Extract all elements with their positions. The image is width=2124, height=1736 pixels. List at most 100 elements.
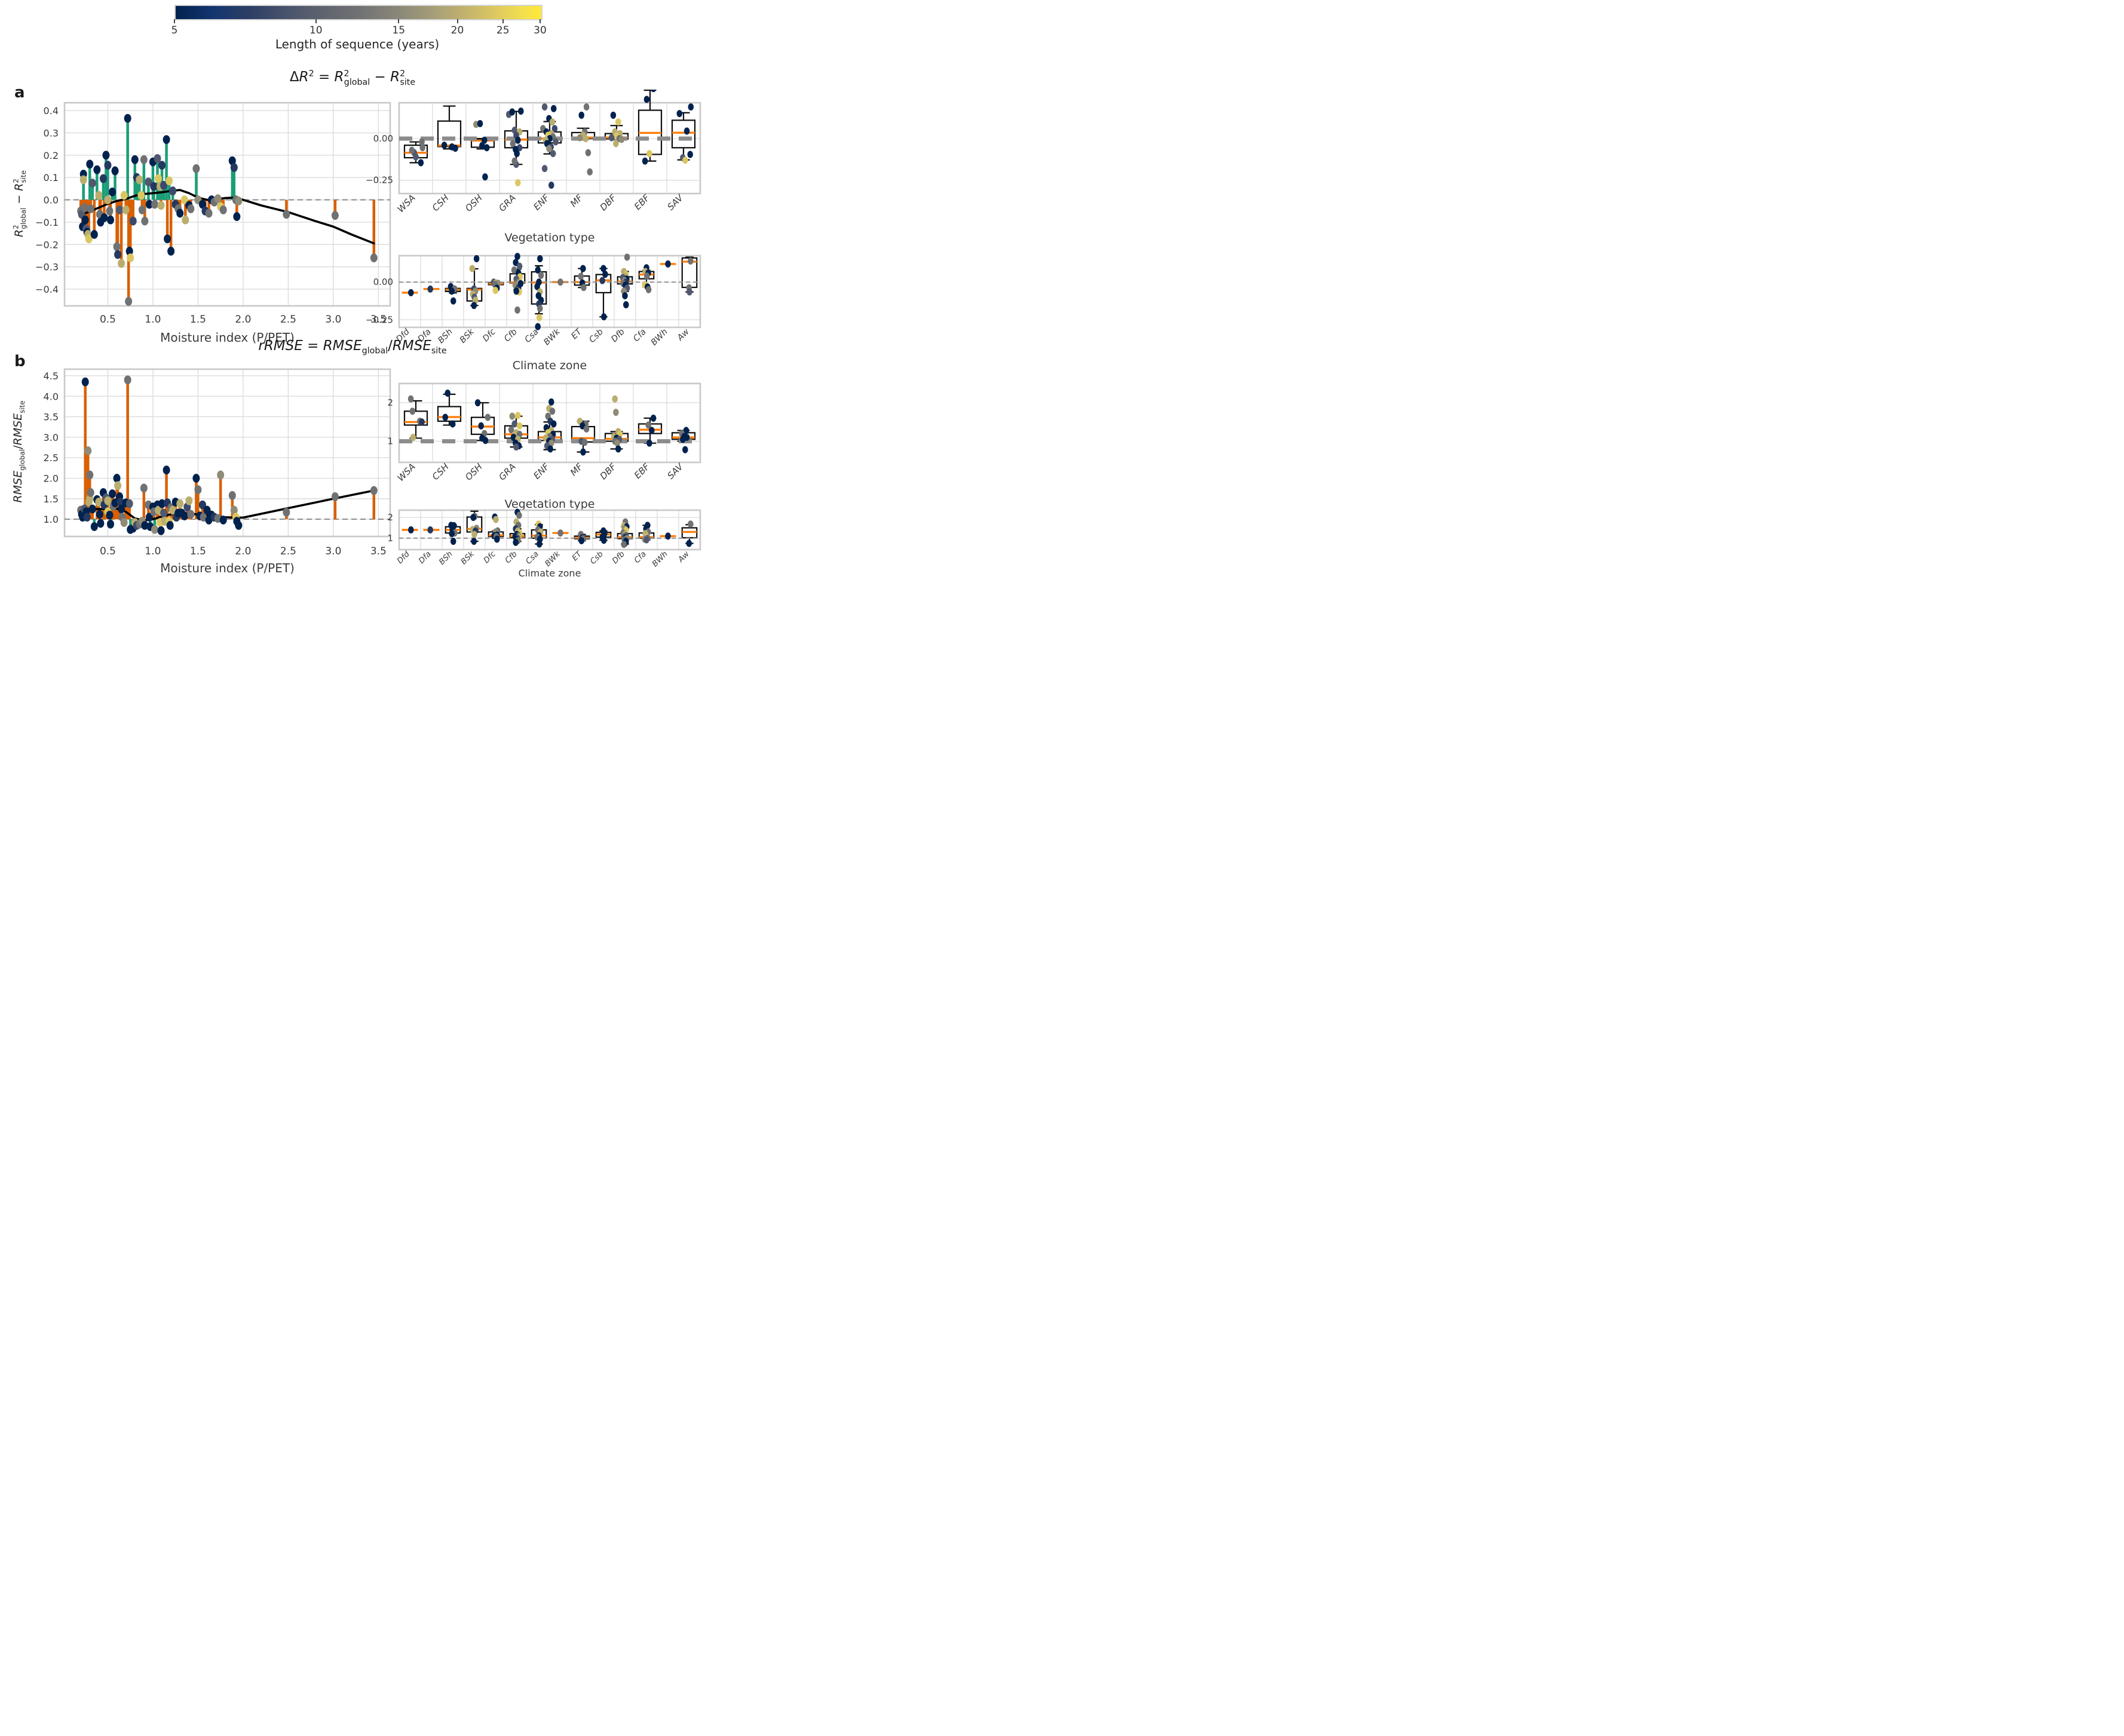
svg-text:−0.1: −0.1 (35, 217, 59, 228)
svg-text:0.4: 0.4 (44, 105, 59, 116)
plot-b-left: 4.5 4.0 3.5 3.0 2.5 2.0 1.5 1.0 0.5 1.0 1.5 2.0 2.5 3… (44, 368, 391, 575)
svg-text:1.0: 1.0 (145, 314, 161, 326)
svg-text:0.5: 0.5 (100, 545, 116, 557)
category-label: Aw (675, 327, 691, 343)
svg-text:4.5: 4.5 (44, 370, 59, 382)
svg-text:0.1: 0.1 (44, 172, 59, 183)
colorbar-label: Length of sequence (years) (275, 37, 440, 51)
colorbar-tick-label: 15 (392, 24, 406, 36)
svg-text:−0.2: −0.2 (35, 239, 59, 250)
svg-text:0.3: 0.3 (44, 127, 59, 139)
chart-b-vegetation-box: 2 1 WSA CSH OSH GRA ENF MF DBF EBF SAV Vegetation t… (387, 382, 701, 510)
category-label: Aw (676, 550, 691, 565)
strip-points (407, 389, 690, 456)
strip-points (409, 90, 694, 189)
svg-text:−0.4: −0.4 (35, 284, 59, 295)
svg-text:2.0: 2.0 (235, 314, 251, 326)
category-label: SAV (665, 192, 686, 213)
category-label: BWk (543, 550, 562, 569)
category-label: Cfa (633, 550, 648, 565)
category-label: MF (568, 461, 585, 478)
svg-text:0.00: 0.00 (373, 133, 393, 144)
xlabel-b-climate: Climate zone (519, 568, 581, 579)
svg-text:1.5: 1.5 (190, 314, 206, 326)
category-label: ET (571, 549, 584, 563)
colorbar-gradient (174, 5, 543, 20)
category-label: DBF (598, 192, 619, 213)
strip-points (408, 253, 694, 330)
category-label: Dfb (611, 550, 627, 566)
svg-text:2.5: 2.5 (280, 314, 296, 326)
colorbar-tick (174, 19, 175, 23)
category-label: EBF (632, 461, 652, 481)
svg-text:−0.25: −0.25 (366, 314, 393, 325)
xlabel-b-veg: Vegetation type (505, 498, 595, 510)
panel-b-title: rRMSE = RMSEglobal/RMSEsite (258, 338, 447, 356)
category-label: DBF (598, 461, 619, 482)
category-label: BSh (437, 550, 455, 567)
svg-text:2.0: 2.0 (44, 473, 59, 484)
colorbar-tick-label: 10 (309, 24, 323, 36)
svg-text:0.0: 0.0 (44, 195, 59, 206)
svg-text:1.5: 1.5 (190, 545, 206, 557)
category-label: ENF (531, 192, 551, 213)
scatter-points (77, 114, 378, 306)
category-label: BWh (651, 550, 670, 569)
svg-text:2: 2 (387, 397, 393, 408)
strip-points (408, 508, 694, 548)
scatter-points (77, 375, 378, 535)
category-label: GRA (496, 192, 518, 214)
category-label: BWh (649, 327, 670, 348)
xlabel-a-climate: Climate zone (513, 359, 587, 372)
svg-text:2: 2 (387, 512, 393, 523)
colorbar-tick (398, 19, 400, 23)
xlabel-b-left: Moisture index (P/PET) (160, 561, 295, 575)
category-label: BSk (459, 550, 476, 566)
colorbar-tick (540, 19, 541, 23)
category-label: OSH (463, 192, 485, 214)
svg-text:3.0: 3.0 (325, 545, 341, 557)
xlabel-a-veg: Vegetation type (505, 231, 595, 244)
svg-text:3.5: 3.5 (44, 412, 59, 423)
svg-text:2.5: 2.5 (44, 452, 59, 464)
svg-text:0.5: 0.5 (100, 314, 116, 326)
svg-text:0.2: 0.2 (44, 150, 59, 161)
colorbar-tick-label: 20 (450, 24, 464, 36)
chart-a-moisture-stem: 0.4 0.3 0.2 0.1 0.0 −0.1 −0.2 −0.3 −0.4 0.5 1.0 1.5… (35, 102, 391, 345)
colorbar-tick (502, 19, 504, 23)
panel-a-title: ΔR2 = R2global − R2site (289, 69, 416, 87)
svg-text:1: 1 (387, 436, 393, 447)
svg-text:3.0: 3.0 (325, 314, 341, 326)
category-label: CSH (430, 192, 451, 213)
svg-text:1.0: 1.0 (44, 514, 59, 525)
svg-text:2.0: 2.0 (235, 545, 251, 557)
svg-text:3.0: 3.0 (44, 432, 59, 443)
category-label: WSA (396, 461, 418, 483)
category-label: Cfb (504, 550, 519, 565)
category-label: ENF (531, 461, 551, 481)
colorbar-tick-label: 30 (534, 24, 547, 36)
category-label: SAV (665, 461, 686, 481)
colorbar-tick-label: 25 (496, 24, 510, 36)
category-label: Dfa (417, 550, 433, 566)
category-label: Csb (589, 550, 605, 566)
svg-text:2.5: 2.5 (280, 545, 296, 557)
svg-text:−0.25: −0.25 (366, 175, 393, 186)
svg-text:1.0: 1.0 (145, 545, 161, 557)
svg-text:1.5: 1.5 (44, 493, 59, 505)
category-label: CSH (430, 461, 451, 482)
plot-b-veg: 2 1 WSA CSH OSH GRA ENF MF DBF EBF SAV Vegetation t… (387, 382, 701, 510)
colorbar-tick (315, 19, 317, 23)
panel-b-letter: b (14, 352, 26, 370)
svg-text:3.5: 3.5 (370, 545, 387, 557)
category-label: EBF (632, 192, 652, 212)
svg-text:3.5: 3.5 (370, 314, 387, 326)
category-label: WSA (396, 192, 418, 214)
svg-text:1: 1 (387, 533, 393, 544)
category-label: Dfd (396, 550, 412, 566)
